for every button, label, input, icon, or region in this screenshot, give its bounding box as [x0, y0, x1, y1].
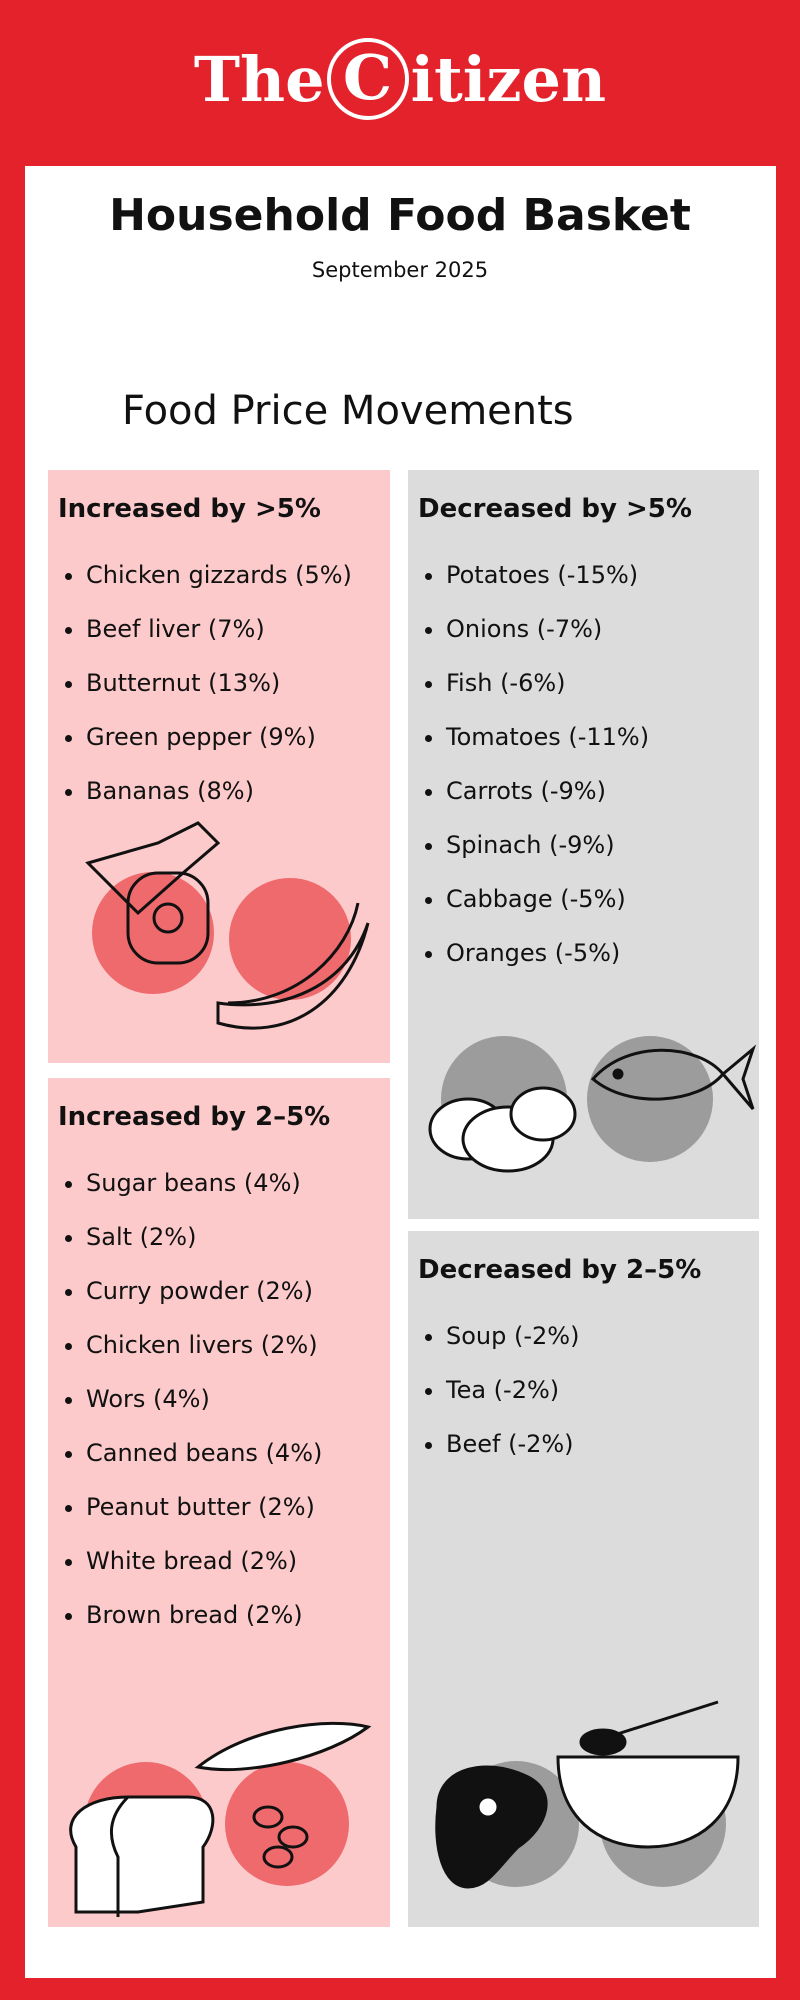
list-item: Chicken gizzards (5%) [86, 548, 352, 602]
brand-part: itizen [410, 43, 607, 116]
panel: Decreased by 2–5% Soup (-2%)Tea (-2%)Beef… [408, 1231, 759, 1927]
list-item: Peanut butter (2%) [86, 1480, 322, 1534]
list-item: Wors (4%) [86, 1372, 322, 1426]
list-item: Tomatoes (-11%) [446, 710, 649, 764]
panel: Decreased by >5% Potatoes (-15%)Onions (-… [408, 470, 759, 1219]
icons [85, 821, 370, 1030]
list-item: Onions (-7%) [446, 602, 649, 656]
list-item: Tea (-2%) [446, 1363, 579, 1417]
list-item: White bread (2%) [86, 1534, 322, 1588]
list-item: Beef (-2%) [446, 1417, 579, 1471]
item-list: Chicken gizzards (5%)Beef liver (7%)Butt… [48, 548, 352, 818]
list-item: Salt (2%) [86, 1210, 322, 1264]
section-title: Food Price Movements [122, 388, 574, 434]
panel: Increased by 2–5% Sugar beans (4%)Salt (2… [48, 1078, 390, 1927]
icons [435, 1700, 740, 1889]
panel: Increased by >5% Chicken gizzards (5%)Bee… [48, 470, 390, 1063]
title: Household Food Basket [109, 190, 691, 241]
item-list: Soup (-2%)Tea (-2%)Beef (-2%) [408, 1309, 579, 1471]
list-item: Soup (-2%) [446, 1309, 579, 1363]
list-item: Canned beans (4%) [86, 1426, 322, 1480]
list-item: Chicken livers (2%) [86, 1318, 322, 1372]
list-item: Sugar beans (4%) [86, 1156, 322, 1210]
icons [69, 1721, 372, 1917]
list-item: Carrots (-9%) [446, 764, 649, 818]
list-item: Beef liver (7%) [86, 602, 352, 656]
subtitle: September 2025 [311, 258, 489, 282]
panel-title: Decreased by 2–5% [418, 1255, 702, 1285]
list-item: Spinach (-9%) [446, 818, 649, 872]
list-item: Cabbage (-5%) [446, 872, 649, 926]
brand-part: C [326, 38, 409, 120]
list-item: Curry powder (2%) [86, 1264, 322, 1318]
panel-title: Increased by >5% [58, 494, 321, 524]
list-item: Bananas (8%) [86, 764, 352, 818]
brand-part: The [193, 43, 325, 116]
list-item: Fish (-6%) [446, 656, 649, 710]
list-item: Brown bread (2%) [86, 1588, 322, 1642]
icons [428, 1036, 757, 1173]
panel-title: Decreased by >5% [418, 494, 692, 524]
panel-title: Increased by 2–5% [58, 1102, 331, 1132]
list-item: Potatoes (-15%) [446, 548, 649, 602]
list-item: Butternut (13%) [86, 656, 352, 710]
item-list: Sugar beans (4%)Salt (2%)Curry powder (2… [48, 1156, 322, 1642]
list-item: Green pepper (9%) [86, 710, 352, 764]
list-item: Oranges (-5%) [446, 926, 649, 980]
item-list: Potatoes (-15%)Onions (-7%)Fish (-6%)Tom… [408, 548, 649, 980]
